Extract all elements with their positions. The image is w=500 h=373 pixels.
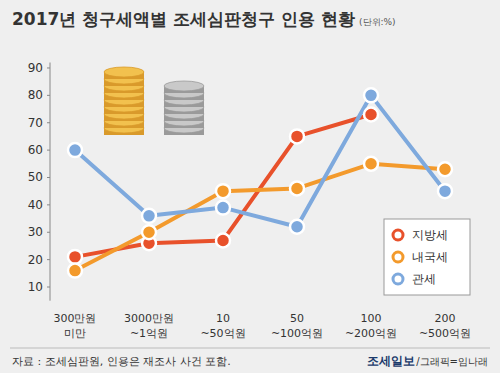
point-marker xyxy=(142,225,156,239)
point-marker xyxy=(68,264,82,278)
point-marker xyxy=(364,88,378,102)
coin-decoration xyxy=(104,67,144,135)
point-marker xyxy=(142,209,156,223)
point-marker xyxy=(216,184,230,198)
background xyxy=(0,0,500,373)
y-tick-label: 20 xyxy=(28,253,43,267)
credit: /그래픽=임나래 xyxy=(416,356,488,367)
y-tick xyxy=(47,232,50,233)
point-marker xyxy=(290,220,304,234)
point-marker xyxy=(364,108,378,122)
legend-marker xyxy=(393,274,403,284)
chart: 2017년 청구세액별 조세심판청구 인용 현황 (단위:%) 10 20 30 40 50… xyxy=(0,0,500,373)
point-marker xyxy=(68,250,82,264)
y-tick xyxy=(47,259,50,260)
x-tick-label: 50~100억원 xyxy=(271,312,323,340)
point-marker xyxy=(216,201,230,215)
y-tick-label: 60 xyxy=(28,143,43,157)
point-marker xyxy=(290,129,304,143)
series-line xyxy=(75,115,371,257)
point-marker xyxy=(438,184,452,198)
coin-decoration xyxy=(164,81,204,135)
x-tick-label: 300만원미만 xyxy=(54,312,97,340)
y-tick xyxy=(47,177,50,178)
series-line xyxy=(75,95,445,226)
x-tick-label: 200~500억원 xyxy=(419,312,471,340)
legend-box xyxy=(384,219,470,295)
y-axis xyxy=(50,63,51,301)
y-tick-label: 70 xyxy=(28,116,43,130)
subtitle: (단위:%) xyxy=(359,17,396,27)
point-marker xyxy=(364,157,378,171)
source: 자료 : 조세심판원, 인용은 재조사 사건 포함. xyxy=(12,355,231,368)
footer-rule xyxy=(10,348,490,349)
y-tick xyxy=(47,67,50,68)
point-marker xyxy=(216,233,230,247)
y-tick xyxy=(47,122,50,123)
legend-label: 내국세 xyxy=(412,250,448,264)
y-tick-label: 90 xyxy=(28,61,43,75)
x-tick-label: 100~200억원 xyxy=(345,312,397,340)
y-tick xyxy=(47,287,50,288)
point-marker xyxy=(438,162,452,176)
y-tick xyxy=(47,150,50,151)
y-tick-label: 80 xyxy=(28,88,43,102)
x-tick-label: 10~50억원 xyxy=(200,312,245,340)
legend-label: 지방세 xyxy=(412,228,448,242)
legend-marker xyxy=(393,230,403,240)
title: 2017년 청구세액별 조세심판청구 인용 현황 xyxy=(12,9,355,29)
credit-logo: 조세일보 xyxy=(367,354,415,368)
y-tick-label: 10 xyxy=(28,280,43,294)
legend-marker xyxy=(393,252,403,262)
y-tick xyxy=(47,95,50,96)
y-tick-label: 30 xyxy=(28,225,43,239)
legend-label: 관세 xyxy=(412,272,436,286)
y-tick xyxy=(47,204,50,205)
x-tick-label: 3000만원~1억원 xyxy=(124,312,174,340)
y-tick-label: 50 xyxy=(28,170,43,184)
legend: 지방세내국세관세 xyxy=(384,219,470,295)
y-tick-label: 40 xyxy=(28,198,43,212)
point-marker xyxy=(290,181,304,195)
point-marker xyxy=(68,143,82,157)
